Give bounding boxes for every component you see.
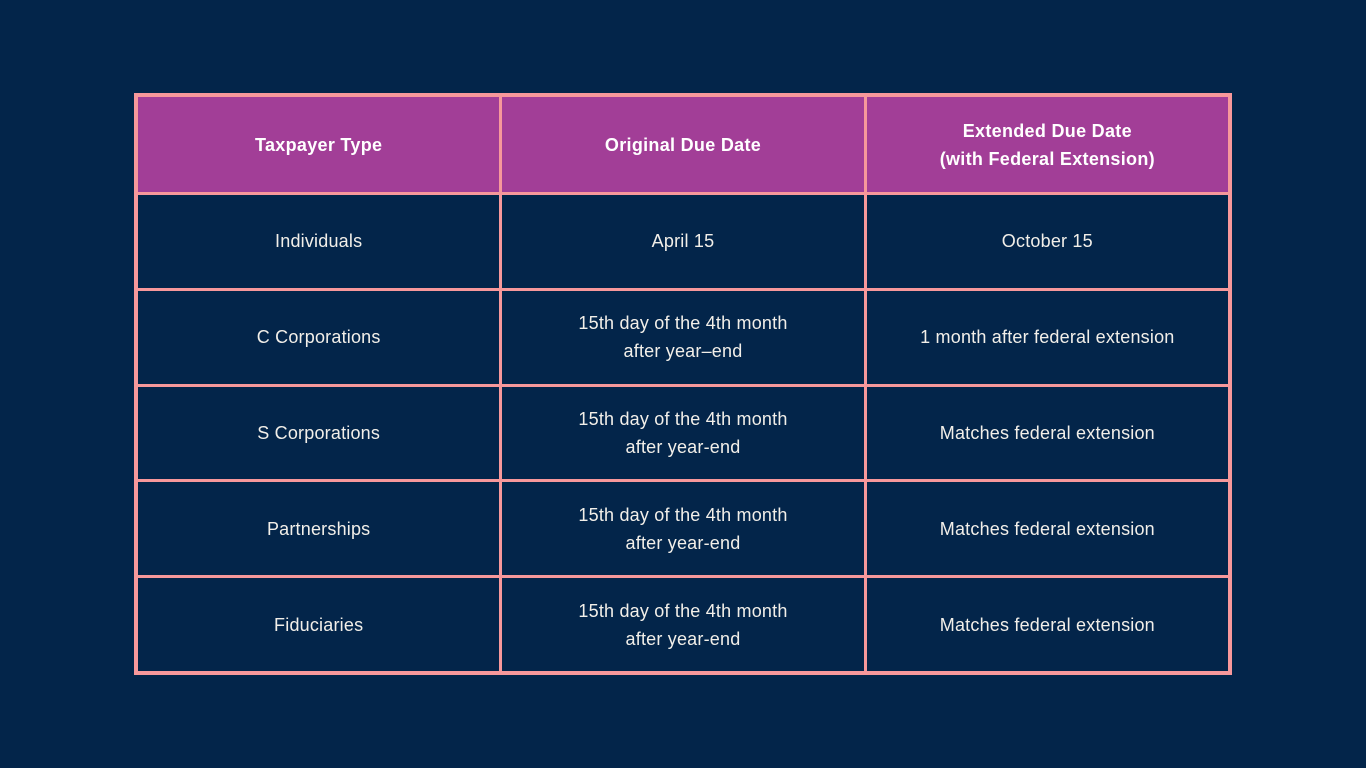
table-cell-taxpayer-type: Partnerships	[138, 482, 500, 576]
column-header-taxpayer-type: Taxpayer Type	[138, 97, 500, 192]
column-header-original-due-date: Original Due Date	[502, 97, 864, 192]
table-cell-original-due-date: 15th day of the 4th month after year-end	[502, 386, 864, 480]
table-cell-taxpayer-type: C Corporations	[138, 290, 500, 384]
table-cell-taxpayer-type: Individuals	[138, 195, 500, 288]
table-cell-extended-due-date: 1 month after federal extension	[866, 290, 1228, 384]
table-cell-extended-due-date: Matches federal extension	[866, 578, 1228, 671]
table-cell-extended-due-date: Matches federal extension	[866, 386, 1228, 480]
table-cell-original-due-date: 15th day of the 4th month after year–end	[502, 290, 864, 384]
table-cell-extended-due-date: October 15	[866, 195, 1228, 288]
table-cell-taxpayer-type: Fiduciaries	[138, 578, 500, 671]
column-header-extended-due-date: Extended Due Date (with Federal Extensio…	[866, 97, 1228, 192]
table-cell-taxpayer-type: S Corporations	[138, 386, 500, 480]
table-cell-original-due-date: 15th day of the 4th month after year-end	[502, 482, 864, 576]
tax-due-dates-table: Taxpayer Type Original Due Date Extended…	[134, 93, 1232, 675]
table-cell-original-due-date: April 15	[502, 195, 864, 288]
table-cell-extended-due-date: Matches federal extension	[866, 482, 1228, 576]
table-cell-original-due-date: 15th day of the 4th month after year-end	[502, 578, 864, 671]
